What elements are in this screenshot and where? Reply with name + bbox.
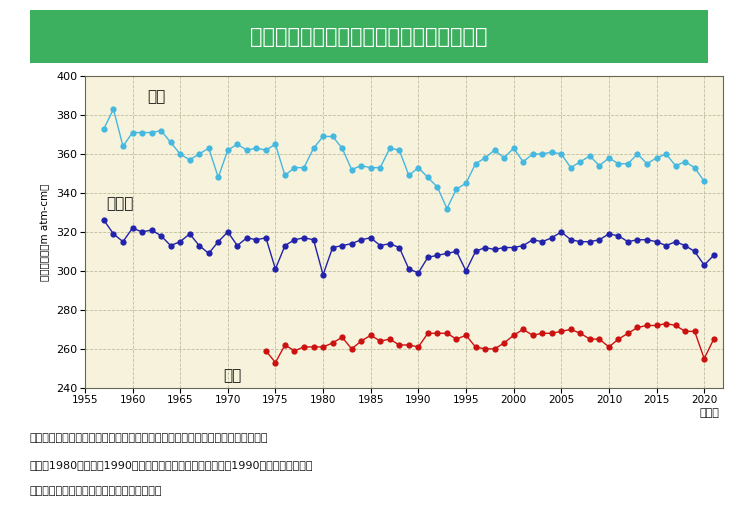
Text: つくば: つくば	[106, 197, 133, 211]
Text: 国内３地点ともにわずかに回復しています。: 国内３地点ともにわずかに回復しています。	[30, 486, 162, 496]
Text: （年）: （年）	[700, 408, 720, 418]
Text: 国内のオゾン全量（地点の上空に存在するオゾンの総量）は、札幌とつくばにお: 国内のオゾン全量（地点の上空に存在するオゾンの総量）は、札幌とつくばにお	[30, 433, 268, 444]
Text: いて、1980年代から1990年代半ばにかけて減少しました。1990年代半ば以降は、: いて、1980年代から1990年代半ばにかけて減少しました。1990年代半ば以降…	[30, 460, 313, 470]
Y-axis label: オゾン全量（m atm-cm）: オゾン全量（m atm-cm）	[41, 183, 50, 281]
FancyBboxPatch shape	[0, 7, 738, 66]
Text: 日本国内のオゾン全量年平均値の経年変化: 日本国内のオゾン全量年平均値の経年変化	[250, 27, 488, 47]
Text: 札幌: 札幌	[147, 89, 165, 104]
Text: 那覇: 那覇	[223, 368, 241, 383]
